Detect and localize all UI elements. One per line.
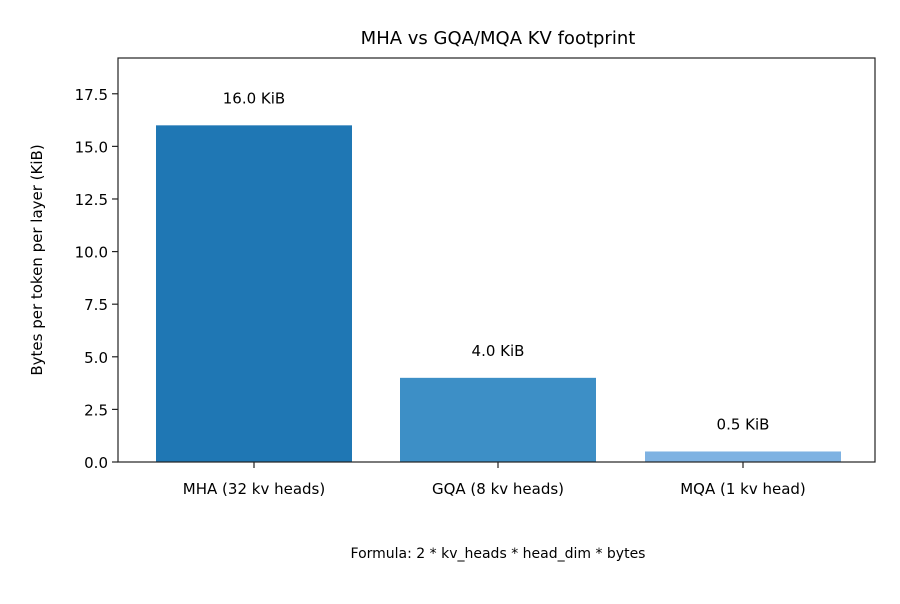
x-axis: MHA (32 kv heads) GQA (8 kv heads) MQA (1 …: [183, 462, 806, 498]
plot-frame: [117, 57, 876, 463]
y-tick-label: 15.0: [75, 138, 108, 156]
y-tick-label: 17.5: [75, 86, 108, 104]
bar: [400, 377, 596, 462]
y-tick-label: 12.5: [75, 191, 108, 209]
y-tick-label: 0.0: [84, 454, 108, 472]
bar-value-label: 16.0 KiB: [223, 89, 285, 107]
y-tick-label: 5.0: [84, 349, 108, 367]
bars: [156, 125, 841, 462]
formula-annotation: Formula: 2 * kv_heads * head_dim * bytes: [351, 546, 646, 562]
bar: [645, 451, 841, 462]
bar: [156, 125, 352, 462]
y-tick-label: 10.0: [75, 244, 108, 262]
y-tick-label: 7.5: [84, 296, 108, 314]
chart-title: MHA vs GQA/MQA KV footprint: [361, 28, 636, 49]
bar-value-label: 4.0 KiB: [472, 342, 525, 360]
x-tick-label: GQA (8 kv heads): [432, 480, 564, 498]
y-axis-label: Bytes per token per layer (KiB): [28, 144, 46, 375]
y-tick-label: 2.5: [84, 401, 108, 419]
y-axis: 0.0 2.5 5.0 7.5 10.0 12.5 15.0 17.5: [75, 86, 118, 472]
x-tick-label: MHA (32 kv heads): [183, 480, 325, 498]
x-tick-label: MQA (1 kv head): [680, 480, 806, 498]
bar-value-label: 0.5 KiB: [717, 415, 770, 433]
data-labels: 16.0 KiB 4.0 KiB 0.5 KiB: [223, 89, 770, 433]
